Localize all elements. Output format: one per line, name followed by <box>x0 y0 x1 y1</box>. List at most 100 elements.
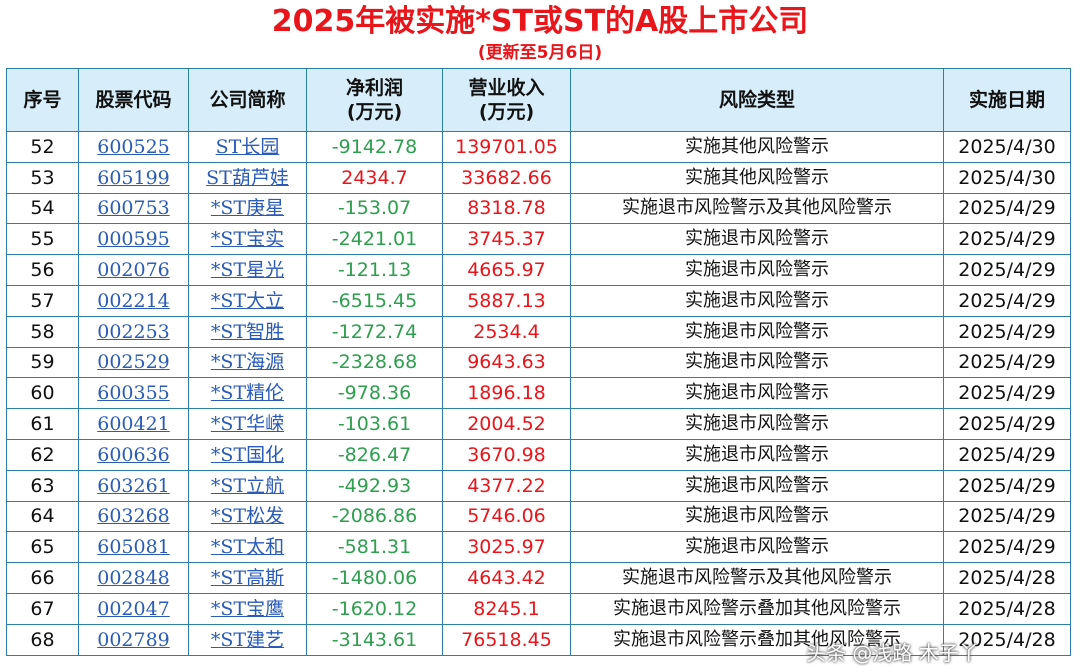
cell-date: 2025/4/29 <box>943 469 1071 502</box>
cell-code: 605081 <box>78 531 189 564</box>
table-row: 52 600525 ST长园 -9142.78 139701.05 实施其他风险警示 202… <box>6 131 1071 163</box>
header-profit-line1: 净利润 <box>345 77 403 99</box>
company-name-link[interactable]: *ST星光 <box>210 259 285 282</box>
cell-name: *ST星光 <box>188 254 307 286</box>
company-name-link[interactable]: *ST海源 <box>210 351 285 374</box>
cell-date: 2025/4/28 <box>943 562 1071 594</box>
cell-risk: 实施退市风险警示及其他风险警示 <box>570 562 944 594</box>
cell-index: 68 <box>6 623 79 656</box>
cell-index: 66 <box>6 562 79 594</box>
company-name-link[interactable]: ST长园 <box>215 135 280 158</box>
stock-code-link[interactable]: 600355 <box>97 382 170 405</box>
cell-index: 57 <box>6 284 79 317</box>
company-name-link[interactable]: *ST智胜 <box>210 320 285 343</box>
stock-code-link[interactable]: 002253 <box>97 320 170 343</box>
cell-profit: -103.61 <box>306 408 443 440</box>
cell-index: 52 <box>6 131 79 163</box>
company-name-link[interactable]: *ST庚星 <box>210 197 285 220</box>
cell-name: *ST华嵘 <box>188 408 307 440</box>
company-name-link[interactable]: *ST高斯 <box>210 567 285 590</box>
stock-code-link[interactable]: 600525 <box>97 135 170 158</box>
page-subtitle: (更新至5月6日) <box>477 43 603 63</box>
cell-name: *ST太和 <box>188 531 307 564</box>
cell-name: *ST精伦 <box>188 377 307 410</box>
stock-code-link[interactable]: 603268 <box>97 505 170 528</box>
company-name-link[interactable]: *ST国化 <box>210 443 285 466</box>
cell-date: 2025/4/29 <box>943 531 1071 564</box>
cell-name: *ST高斯 <box>188 562 307 594</box>
table-row: 55 000595 *ST宝实 -2421.01 3745.37 实施退市风险警示 2025… <box>6 223 1071 256</box>
cell-code: 600421 <box>78 408 189 440</box>
table-row: 58 002253 *ST智胜 -1272.74 2534.4 实施退市风险警示 2025/… <box>6 315 1071 348</box>
stock-code-link[interactable]: 002529 <box>97 351 170 374</box>
cell-risk: 实施退市风险警示叠加其他风险警示 <box>570 623 944 656</box>
cell-index: 61 <box>6 408 79 440</box>
cell-index: 53 <box>6 161 79 194</box>
cell-profit: -1272.74 <box>306 315 443 348</box>
company-name-link[interactable]: *ST华嵘 <box>210 413 285 436</box>
cell-revenue: 76518.45 <box>442 623 571 656</box>
table-row: 67 002047 *ST宝鹰 -1620.12 8245.1 实施退市风险警示叠加其他风… <box>6 592 1071 625</box>
stock-code-link[interactable]: 600753 <box>97 197 170 220</box>
cell-revenue: 5746.06 <box>442 500 571 533</box>
stock-code-link[interactable]: 000595 <box>97 228 170 251</box>
cell-name: *ST海源 <box>188 346 307 379</box>
stock-code-link[interactable]: 002789 <box>97 628 170 651</box>
header-date: 实施日期 <box>943 68 1071 132</box>
cell-name: *ST智胜 <box>188 315 307 348</box>
cell-date: 2025/4/29 <box>943 500 1071 533</box>
company-name-link[interactable]: *ST宝鹰 <box>210 597 285 620</box>
cell-profit: -121.13 <box>306 254 443 286</box>
company-name-link[interactable]: *ST太和 <box>210 536 285 559</box>
table-row: 53 605199 ST葫芦娃 2434.7 33682.66 实施其他风险警示 2025/… <box>6 161 1071 194</box>
table-row: 56 002076 *ST星光 -121.13 4665.97 实施退市风险警示 2025/… <box>6 254 1071 286</box>
header-revenue-line2: (万元) <box>478 101 535 123</box>
company-name-link[interactable]: *ST精伦 <box>210 382 285 405</box>
cell-revenue: 8245.1 <box>442 592 571 625</box>
header-name: 公司简称 <box>188 68 307 132</box>
cell-risk: 实施退市风险警示 <box>570 500 944 533</box>
table-row: 62 600636 *ST国化 -826.47 3670.98 实施退市风险警示 2025/… <box>6 438 1071 471</box>
cell-profit: -9142.78 <box>306 131 443 163</box>
stock-code-link[interactable]: 600636 <box>97 443 170 466</box>
cell-risk: 实施退市风险警示 <box>570 438 944 471</box>
stock-code-link[interactable]: 002214 <box>97 289 170 312</box>
header-index: 序号 <box>6 68 79 132</box>
cell-profit: -6515.45 <box>306 284 443 317</box>
cell-index: 55 <box>6 223 79 256</box>
stock-code-link[interactable]: 605199 <box>97 166 170 189</box>
cell-code: 002047 <box>78 592 189 625</box>
cell-name: *ST大立 <box>188 284 307 317</box>
company-name-link[interactable]: *ST立航 <box>210 474 285 497</box>
company-name-link[interactable]: *ST大立 <box>210 289 285 312</box>
table-row: 60 600355 *ST精伦 -978.36 1896.18 实施退市风险警示 2025/… <box>6 377 1071 410</box>
cell-name: *ST国化 <box>188 438 307 471</box>
company-name-link[interactable]: *ST建艺 <box>210 628 285 651</box>
cell-profit: -1620.12 <box>306 592 443 625</box>
cell-index: 56 <box>6 254 79 286</box>
cell-revenue: 1896.18 <box>442 377 571 410</box>
cell-risk: 实施退市风险警示 <box>570 531 944 564</box>
cell-name: *ST宝实 <box>188 223 307 256</box>
cell-name: *ST立航 <box>188 469 307 502</box>
table-row: 65 605081 *ST太和 -581.31 3025.97 实施退市风险警示 2025/… <box>6 531 1071 564</box>
cell-profit: -2421.01 <box>306 223 443 256</box>
cell-risk: 实施退市风险警示 <box>570 284 944 317</box>
cell-index: 67 <box>6 592 79 625</box>
cell-name: *ST建艺 <box>188 623 307 656</box>
company-name-link[interactable]: ST葫芦娃 <box>206 166 289 189</box>
company-name-link[interactable]: *ST宝实 <box>210 228 285 251</box>
cell-name: *ST松发 <box>188 500 307 533</box>
stock-code-link[interactable]: 600421 <box>97 413 170 436</box>
header-code: 股票代码 <box>78 68 189 132</box>
cell-revenue: 3745.37 <box>442 223 571 256</box>
stock-code-link[interactable]: 002047 <box>97 597 170 620</box>
stock-code-link[interactable]: 002076 <box>97 259 170 282</box>
company-name-link[interactable]: *ST松发 <box>210 505 285 528</box>
stock-code-link[interactable]: 002848 <box>97 567 170 590</box>
cell-date: 2025/4/29 <box>943 346 1071 379</box>
stock-code-link[interactable]: 605081 <box>97 536 170 559</box>
cell-revenue: 2004.52 <box>442 408 571 440</box>
cell-profit: -2328.68 <box>306 346 443 379</box>
stock-code-link[interactable]: 603261 <box>97 474 170 497</box>
